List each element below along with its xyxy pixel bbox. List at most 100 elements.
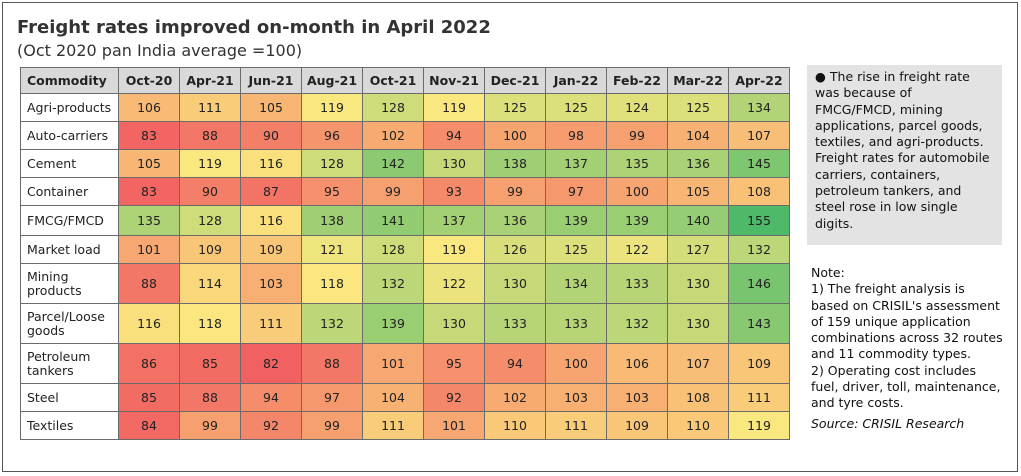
heat-cell: 103 xyxy=(545,383,607,412)
heat-cell: 138 xyxy=(301,205,363,236)
heat-cell: 111 xyxy=(728,383,790,412)
heat-cell: 130 xyxy=(423,303,485,344)
heat-cell: 146 xyxy=(728,263,790,304)
heat-cell: 125 xyxy=(545,93,607,122)
heat-cell: 116 xyxy=(118,303,180,344)
heatmap-table: Commodity Oct-20 Apr-21 Jun-21 Aug-21 Oct-21… xyxy=(20,67,790,440)
heat-cell: 100 xyxy=(545,343,607,384)
heat-cell: 125 xyxy=(484,93,546,122)
heat-cell: 119 xyxy=(301,93,363,122)
chart-title: Freight rates improved on-month in April… xyxy=(17,17,491,38)
heat-cell: 134 xyxy=(728,93,790,122)
heat-cell: 108 xyxy=(667,383,729,412)
column-header: Oct-21 xyxy=(362,67,424,94)
header-row: Commodity Oct-20 Apr-21 Jun-21 Aug-21 Oct-21… xyxy=(20,67,790,94)
heat-cell: 130 xyxy=(484,263,546,304)
column-header: Apr-22 xyxy=(728,67,790,94)
heat-cell: 103 xyxy=(240,263,302,304)
heat-cell: 139 xyxy=(362,303,424,344)
row-label: Agri-products xyxy=(20,93,119,122)
heat-cell: 111 xyxy=(545,411,607,440)
row-label: Steel xyxy=(20,383,119,412)
heat-cell: 130 xyxy=(667,263,729,304)
column-header: Dec-21 xyxy=(484,67,546,94)
heat-cell: 99 xyxy=(606,121,668,150)
column-header: Oct-20 xyxy=(118,67,180,94)
heat-cell: 119 xyxy=(423,235,485,264)
heat-cell: 140 xyxy=(667,205,729,236)
heat-cell: 109 xyxy=(240,235,302,264)
heat-cell: 119 xyxy=(423,93,485,122)
heat-cell: 100 xyxy=(606,177,668,206)
heat-cell: 137 xyxy=(423,205,485,236)
heat-cell: 100 xyxy=(484,121,546,150)
bullet-icon: ● xyxy=(815,69,826,84)
column-header: Aug-21 xyxy=(301,67,363,94)
heat-cell: 119 xyxy=(728,411,790,440)
heat-cell: 109 xyxy=(179,235,241,264)
source-note: Source: CRISIL Research xyxy=(811,415,965,431)
heat-cell: 133 xyxy=(606,263,668,304)
heat-cell: 92 xyxy=(423,383,485,412)
heat-cell: 105 xyxy=(118,149,180,178)
table-row: Textiles 84 99 92 99 111 101 110 111 109 110 119 xyxy=(20,411,790,440)
heat-cell: 84 xyxy=(118,411,180,440)
heat-cell: 111 xyxy=(240,303,302,344)
heat-cell: 97 xyxy=(545,177,607,206)
heat-cell: 118 xyxy=(301,263,363,304)
heat-cell: 94 xyxy=(240,383,302,412)
row-label: Market load xyxy=(20,235,119,264)
heat-cell: 143 xyxy=(728,303,790,344)
column-header: Feb-22 xyxy=(606,67,668,94)
column-header-commodity: Commodity xyxy=(20,67,119,94)
heat-cell: 105 xyxy=(667,177,729,206)
row-label: Mining products xyxy=(20,263,119,304)
heat-cell: 90 xyxy=(240,121,302,150)
table-row: Container 83 90 87 95 99 93 99 97 100 105 108 xyxy=(20,177,790,206)
heat-cell: 137 xyxy=(545,149,607,178)
row-label: Cement xyxy=(20,149,119,178)
heat-cell: 116 xyxy=(240,205,302,236)
heat-cell: 102 xyxy=(484,383,546,412)
heat-cell: 92 xyxy=(240,411,302,440)
heat-cell: 121 xyxy=(301,235,363,264)
table-row: Parcel/Loose goods 116 118 111 132 139 130 133 1… xyxy=(20,303,790,344)
row-label: Parcel/Loose goods xyxy=(20,303,119,344)
heat-cell: 97 xyxy=(301,383,363,412)
heat-cell: 102 xyxy=(362,121,424,150)
heat-cell: 132 xyxy=(728,235,790,264)
heat-cell: 109 xyxy=(606,411,668,440)
heat-cell: 133 xyxy=(484,303,546,344)
heat-cell: 107 xyxy=(667,343,729,384)
commentary-text: The rise in freight rate was because of … xyxy=(815,69,990,231)
heat-cell: 135 xyxy=(606,149,668,178)
column-header: Jan-22 xyxy=(545,67,607,94)
heat-cell: 139 xyxy=(606,205,668,236)
row-label: Textiles xyxy=(20,411,119,440)
row-label: Container xyxy=(20,177,119,206)
heat-cell: 87 xyxy=(240,177,302,206)
heat-cell: 88 xyxy=(118,263,180,304)
heatmap-body: Agri-products 106 111 105 119 128 119 125 125 124… xyxy=(20,93,790,440)
table-row: Steel 85 88 94 97 104 92 102 103 103 108 111 xyxy=(20,383,790,412)
heat-cell: 136 xyxy=(667,149,729,178)
heat-cell: 95 xyxy=(301,177,363,206)
heat-cell: 126 xyxy=(484,235,546,264)
heat-cell: 155 xyxy=(728,205,790,236)
heat-cell: 139 xyxy=(545,205,607,236)
heat-cell: 114 xyxy=(179,263,241,304)
heat-cell: 110 xyxy=(667,411,729,440)
table-row: Petroleum tankers 86 85 82 88 101 95 94 100 106 10… xyxy=(20,343,790,384)
heat-cell: 105 xyxy=(240,93,302,122)
heat-cell: 125 xyxy=(545,235,607,264)
heat-cell: 85 xyxy=(118,383,180,412)
notes-heading: Note: xyxy=(811,265,845,280)
row-label: Petroleum tankers xyxy=(20,343,119,384)
table-row: Auto-carriers 83 88 90 96 102 94 100 98 99 104 107 xyxy=(20,121,790,150)
commentary-box: ● The rise in freight rate was because o… xyxy=(807,65,1002,245)
heat-cell: 127 xyxy=(667,235,729,264)
note-2: 2) Operating cost includes fuel, driver,… xyxy=(811,362,1001,411)
heat-cell: 93 xyxy=(423,177,485,206)
heat-cell: 94 xyxy=(423,121,485,150)
